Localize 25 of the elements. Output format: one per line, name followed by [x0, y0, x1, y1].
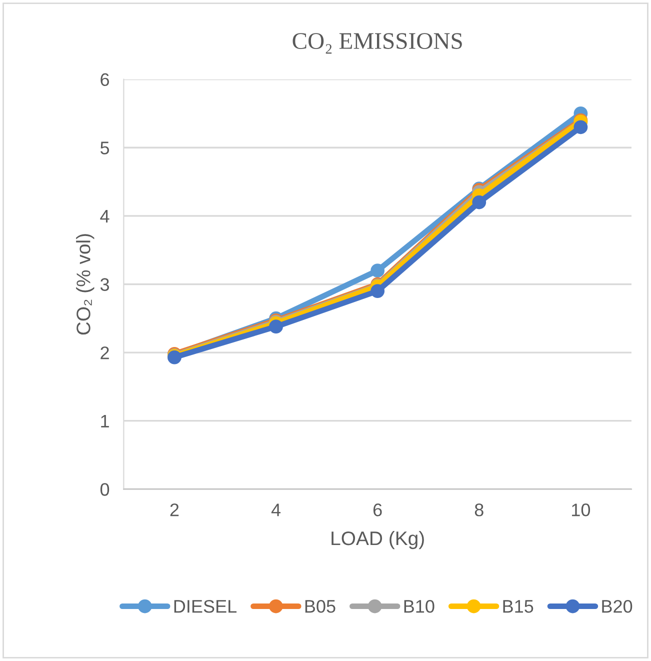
y-tick-label: 1: [101, 414, 109, 428]
y-tick-label: 0: [100, 483, 110, 496]
point: [370, 284, 385, 298]
y-axis-title: CO₂ (% vol): [76, 234, 94, 335]
y-tick-label: 4: [100, 210, 110, 222]
y-tick-label: 5: [100, 142, 110, 154]
x-tick-label: 2: [170, 504, 179, 516]
y-tick-label: 3: [100, 278, 110, 291]
legend-label: B05: [305, 600, 336, 613]
x-tick-label: 8: [474, 504, 484, 516]
y-tick-label: 2: [100, 346, 109, 360]
x-tick-label: 4: [271, 504, 281, 516]
legend-label: B15: [503, 600, 534, 613]
point: [472, 195, 486, 210]
x-axis-title: LOAD (Kg): [332, 530, 424, 550]
point: [269, 320, 283, 334]
x-tick-label: 6: [373, 504, 382, 516]
point: [370, 264, 385, 278]
chart-title: CO₂ EMISSIONS: [292, 33, 462, 54]
x-tick-label: 10: [572, 504, 590, 516]
point: [574, 120, 588, 134]
legend-label: DIESEL: [174, 600, 237, 613]
legend-label: B10: [404, 600, 434, 613]
legend-label: B20: [602, 600, 632, 613]
y-tick-label: 6: [100, 73, 110, 86]
